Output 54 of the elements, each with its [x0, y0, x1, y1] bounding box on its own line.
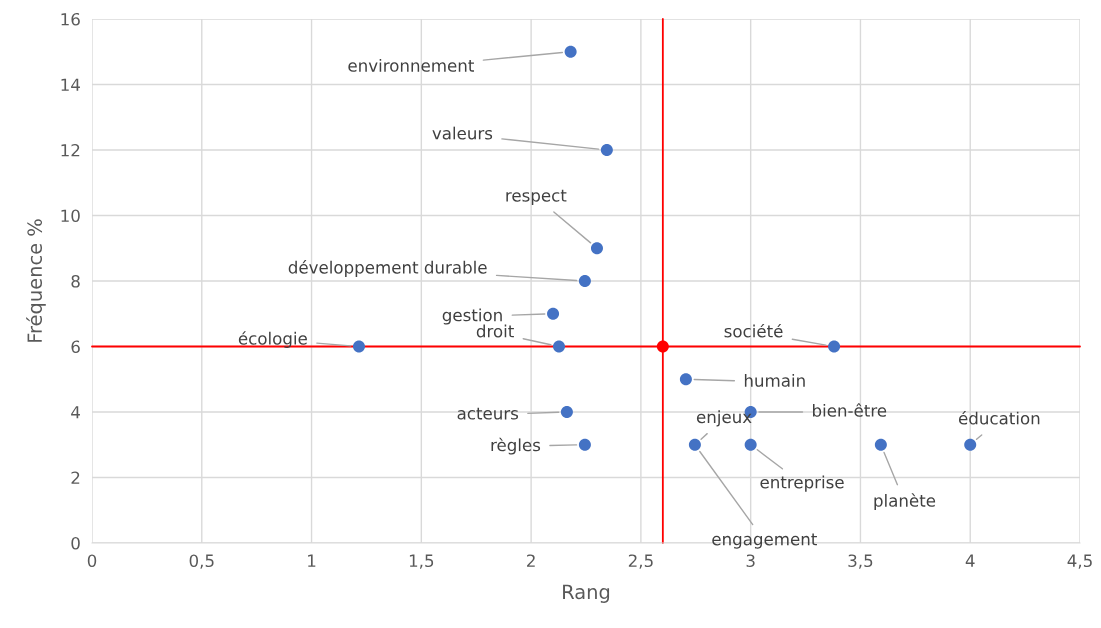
- point: [578, 274, 591, 288]
- y-tick-label: 6: [71, 340, 80, 354]
- x-tick-label: 0,5: [189, 554, 214, 569]
- x-tick-label: 1,5: [409, 554, 434, 569]
- annotation: écologie: [238, 331, 307, 348]
- point: [744, 438, 757, 451]
- x-tick-label: 4: [965, 554, 975, 567]
- point: [964, 438, 977, 451]
- x-tick-label: 2,5: [628, 554, 653, 569]
- point: [578, 438, 591, 451]
- y-tick-label: 2: [71, 471, 80, 484]
- point: [564, 45, 577, 58]
- x-axis-title: Rang: [563, 584, 610, 603]
- x-tick-label: 0: [87, 554, 97, 568]
- annotation: respect: [506, 189, 567, 205]
- x-tick-label: 3,5: [848, 554, 873, 569]
- x-tick-label: 4,5: [1067, 554, 1092, 569]
- point: [874, 438, 887, 451]
- annotation: humain: [744, 373, 805, 387]
- annotation: développement durable: [288, 260, 487, 277]
- annotation: engagement: [712, 533, 817, 549]
- annotation: enjeux: [696, 410, 752, 427]
- y-tick-label: 10: [61, 209, 80, 223]
- point: [560, 405, 573, 419]
- y-axis-title: Fréquence %: [26, 219, 46, 342]
- point: [600, 143, 613, 157]
- y-tick-label: 14: [61, 78, 80, 91]
- annotation: droit: [476, 324, 514, 338]
- y-tick-label: 8: [71, 274, 80, 288]
- annotation: entreprise: [760, 475, 844, 492]
- point: [352, 340, 365, 353]
- x-tick-label: 1: [308, 554, 316, 567]
- annotation: acteurs: [457, 407, 519, 420]
- point: [679, 373, 692, 386]
- y-tick-label: 12: [61, 143, 80, 157]
- point: [688, 438, 701, 451]
- point: [590, 242, 603, 255]
- annotation: environnement: [348, 58, 474, 72]
- annotation: valeurs: [432, 126, 493, 140]
- point: [656, 340, 669, 353]
- annotation: planète: [874, 493, 936, 511]
- point: [552, 340, 566, 353]
- point: [828, 340, 841, 353]
- annotation: gestion: [442, 308, 502, 325]
- y-tick-label: 4: [71, 406, 80, 419]
- x-tick-label: 2: [527, 554, 535, 567]
- annotation: éducation: [958, 411, 1040, 425]
- point: [547, 307, 560, 320]
- annotation: règles: [491, 437, 541, 455]
- y-tick-label: 16: [61, 12, 80, 26]
- annotation: bien-être: [813, 403, 887, 417]
- y-tick-label: 0: [71, 536, 80, 550]
- annotation: société: [724, 323, 783, 338]
- x-tick-label: 3: [746, 554, 755, 568]
